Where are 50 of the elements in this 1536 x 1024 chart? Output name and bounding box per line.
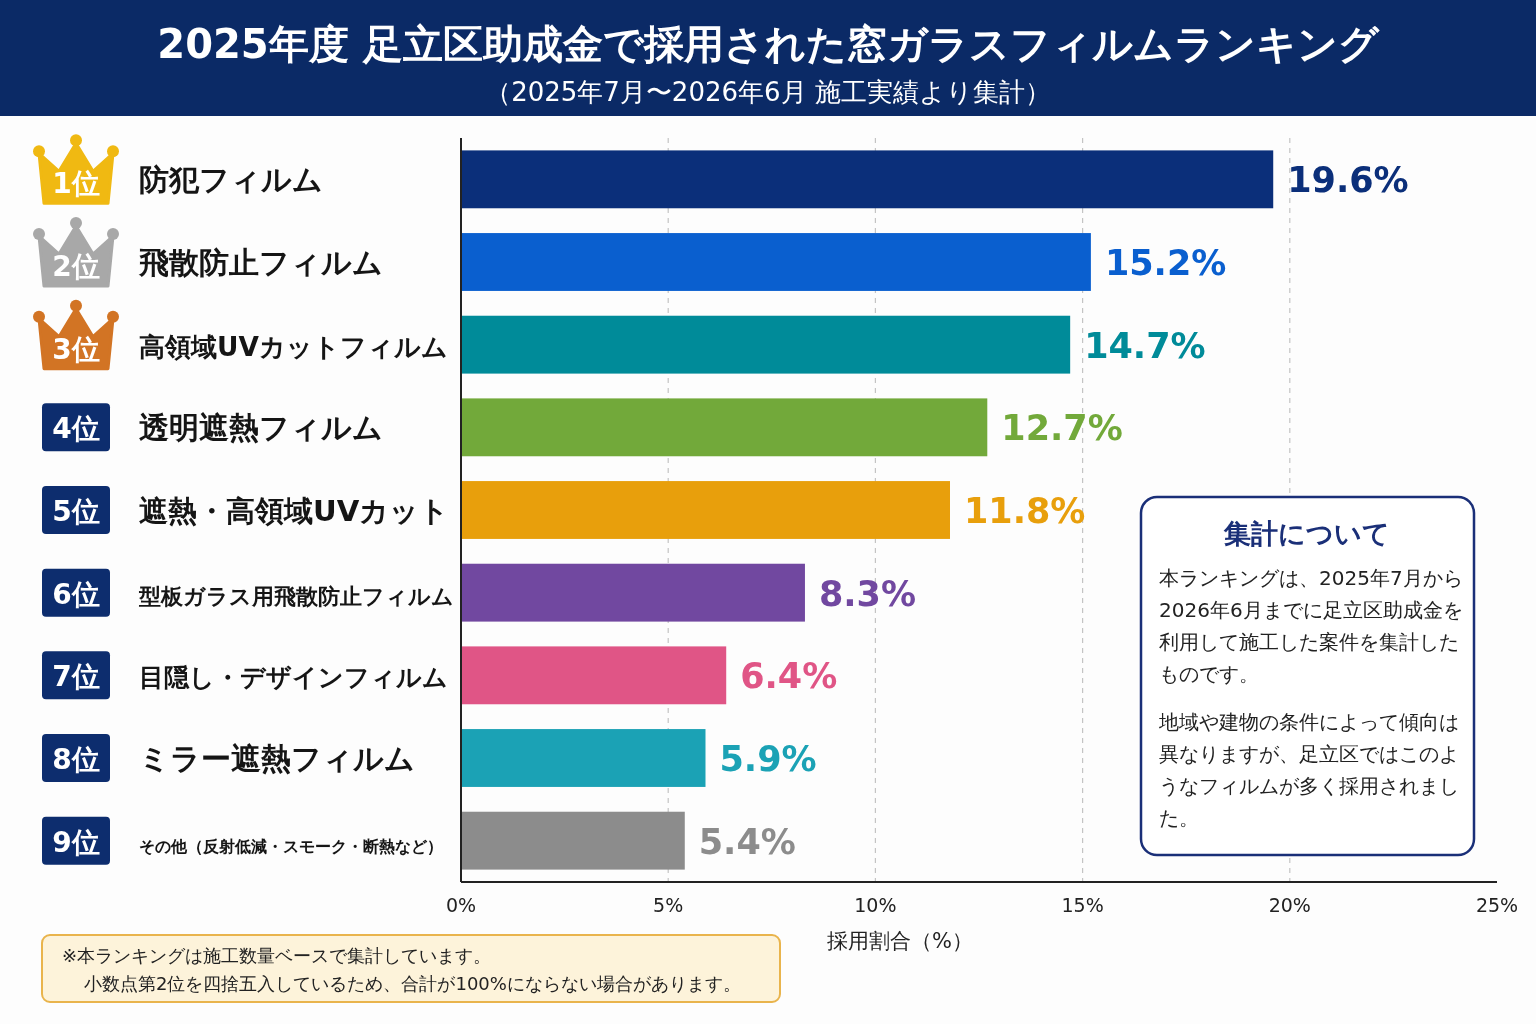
data-label: 15.2%: [1104, 243, 1227, 283]
bar: [461, 563, 805, 622]
text: 5位: [52, 495, 100, 528]
y-tick-label: 透明遮熱フィルム: [139, 410, 383, 446]
bar: [461, 481, 950, 539]
annotation: 地域や建物の条件によって傾向は異なりますが、足立区ではこのようなフィルムが多く採用されました。: [1159, 709, 1460, 832]
data-label: 12.7%: [1001, 408, 1123, 449]
y-tick-label: その他（反射低減・スモーク・断熱など）: [139, 836, 443, 856]
bar: [461, 811, 685, 870]
text: 7位: [52, 660, 100, 694]
x-tick-label: 0%: [445, 894, 477, 916]
chart-subtitle: （2025年7月〜2026年6月 施工実績より集計）: [485, 77, 1051, 107]
data-label: 5.9%: [719, 739, 817, 779]
chart-title: 2025年度 足立区助成金で採用された窓ガラスフィルムランキング: [157, 21, 1380, 67]
text: ※本ランキングは施工数量ベースで集計しています。: [62, 945, 492, 966]
x-tick-label: 10%: [854, 894, 897, 916]
bar: [461, 233, 1091, 291]
bar: [461, 646, 727, 705]
annotation: 集計について: [1223, 518, 1390, 549]
data-label: 19.6%: [1287, 160, 1409, 201]
x-tick-label: 15%: [1061, 894, 1104, 916]
text: 8位: [52, 743, 100, 776]
y-tick-label: 防犯フィルム: [139, 162, 323, 198]
y-tick-label: 高領域UVカットフィルム: [139, 330, 448, 362]
y-tick-label: 目隠し・デザインフィルム: [139, 662, 448, 693]
data-label: 11.8%: [963, 491, 1086, 531]
y-tick-label: ミラー遮熱フィルム: [139, 741, 415, 776]
data-label: 5.4%: [698, 821, 796, 862]
data-label: 14.7%: [1084, 325, 1206, 366]
x-tick-label: 25%: [1475, 894, 1519, 916]
data-label: 6.4%: [740, 656, 838, 697]
x-tick-label: 20%: [1268, 894, 1311, 916]
x-axis-title: 採用割合（%）: [827, 929, 973, 953]
text: 小数点第2位を四捨五入しているため、合計が100%にならない場合があります。: [84, 973, 741, 994]
text: 3位: [52, 332, 100, 366]
text: 2位: [52, 250, 100, 283]
y-tick-label: 遮熱・高領域UVカット: [139, 494, 450, 528]
bar: [461, 398, 988, 457]
annotation: 本ランキングは、2025年7月から2026年6月までに足立区助成金を利用して施工した案件を集計したものです。: [1159, 565, 1464, 688]
bar: [461, 729, 706, 787]
y-tick-label: 飛散防止フィルム: [138, 245, 383, 280]
text: 4位: [52, 412, 100, 446]
data-label: 8.3%: [818, 573, 917, 614]
text: 9位: [52, 825, 100, 859]
text: 6位: [52, 577, 100, 611]
bar: [461, 150, 1274, 209]
x-tick-label: 5%: [653, 894, 684, 916]
bar: [461, 315, 1071, 374]
y-tick-label: 型板ガラス用飛散防止フィルム: [138, 583, 454, 609]
text: 1位: [52, 167, 100, 201]
